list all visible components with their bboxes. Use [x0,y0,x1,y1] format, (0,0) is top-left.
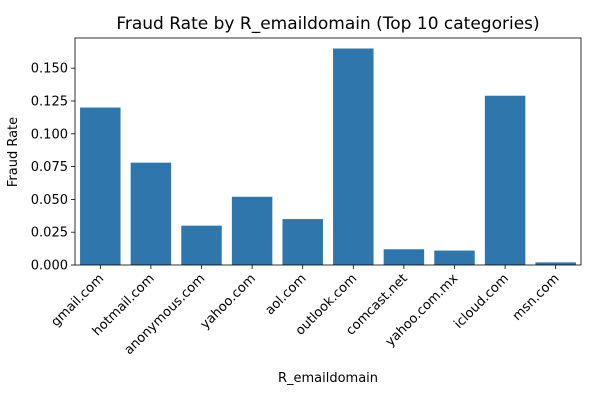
x-axis-label: R_emaildomain [278,371,378,386]
bar-aol-com [282,219,323,265]
y-tick-label: 0.100 [31,127,68,142]
bar-yahoo-com-mx [434,250,475,265]
bar-anonymous-com [181,225,222,265]
y-tick-label: 0.075 [31,160,68,175]
plot-frame [74,37,582,266]
bars-group [80,48,576,266]
bar-comcast-net [383,249,425,265]
x-tick-label: yahoo.com [198,271,259,332]
y-axis: 0.000 0.025 0.050 0.075 0.100 0.125 0.150 [31,62,75,274]
y-axis-label: Fraud Rate [6,117,21,187]
bar-outlook-com [333,48,374,266]
y-tick-label: 0.125 [31,94,68,109]
bar-hotmail-com [130,162,172,265]
y-tick-label: 0.000 [31,259,68,274]
x-tick-label: msn.com [510,271,563,324]
bar-icloud-com [484,95,526,265]
x-axis: gmail.comhotmail.comanonymous.comyahoo.c… [48,265,563,358]
bar-gmail-com [80,107,121,265]
bar-msn-com [535,262,576,265]
x-tick-label: aol.com [263,271,310,318]
y-tick-label: 0.050 [31,193,68,208]
y-tick-label: 0.025 [31,226,68,241]
x-tick-label: icloud.com [451,271,512,332]
chart-title: Fraud Rate by R_emaildomain (Top 10 cate… [116,14,539,34]
bar-yahoo-com [231,196,273,265]
y-tick-label: 0.150 [31,62,68,77]
